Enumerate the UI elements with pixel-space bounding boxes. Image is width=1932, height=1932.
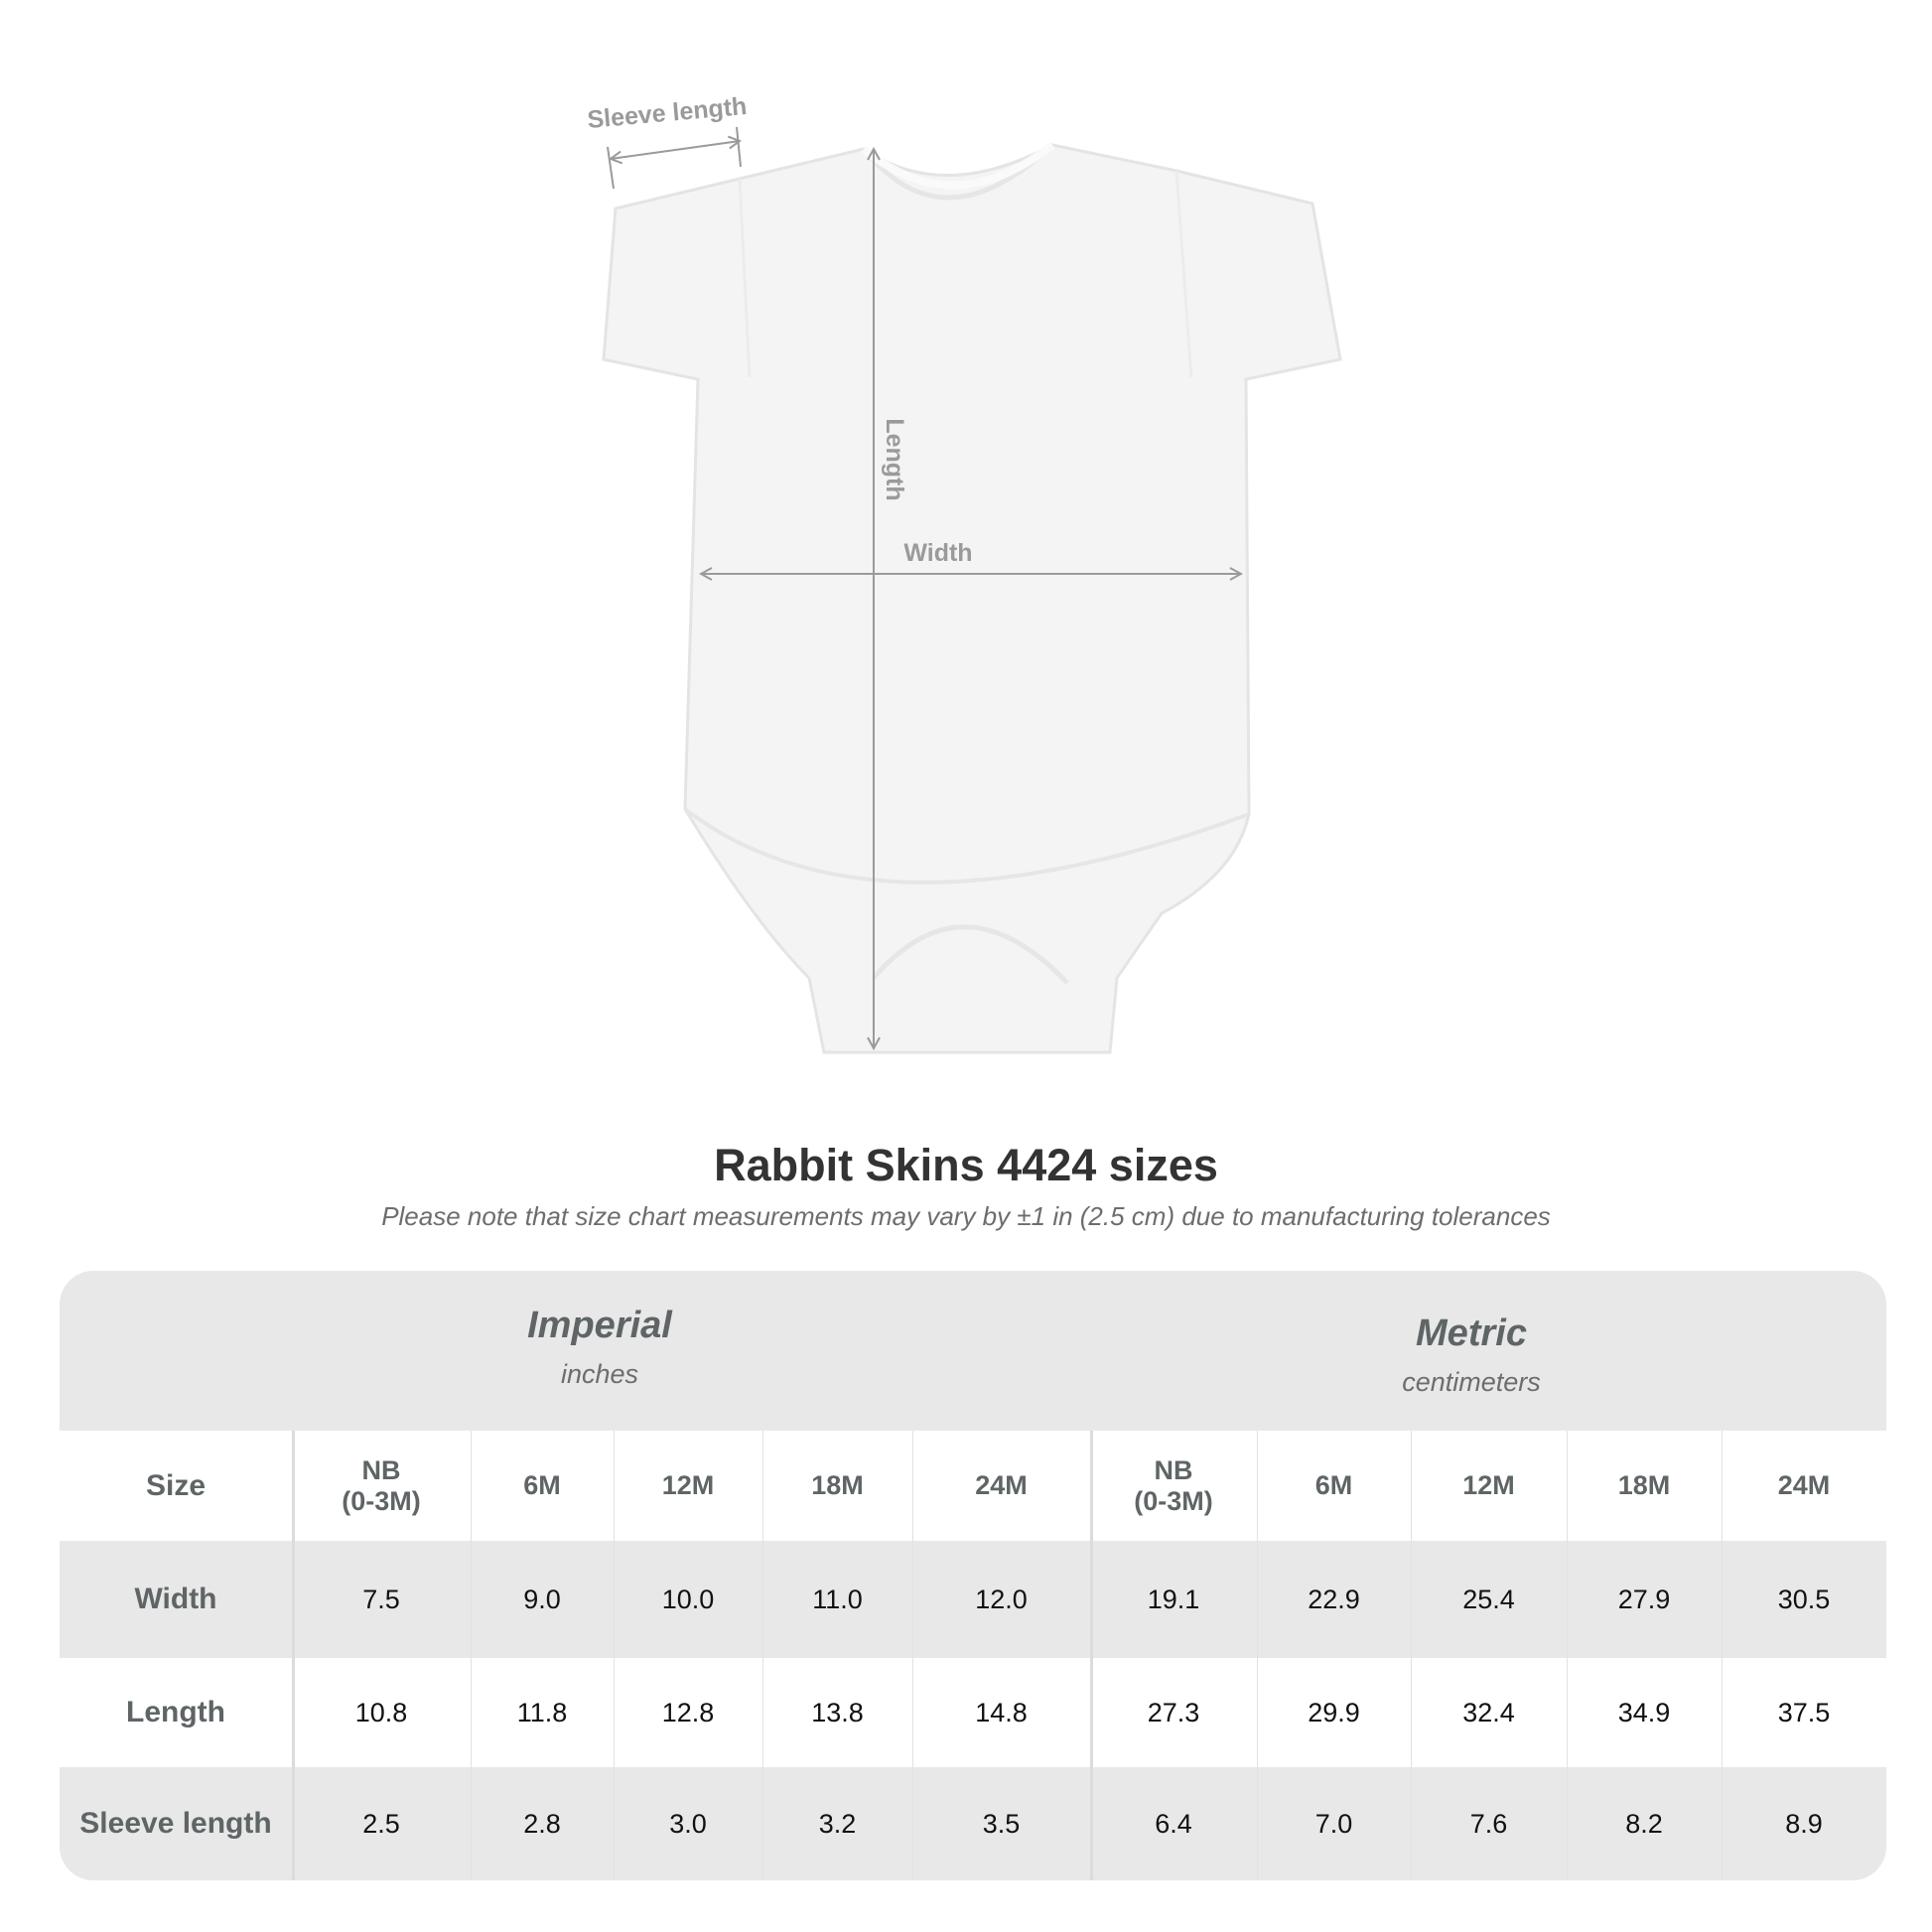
table-cell: 7.0 [1314, 1808, 1353, 1839]
column-divider [1090, 1431, 1093, 1880]
size-column-header: 6M [523, 1470, 561, 1500]
metric-header: Metric centimeters [1223, 1312, 1720, 1398]
table-cell: 10.8 [354, 1697, 408, 1727]
length-label: Length [881, 418, 908, 500]
table-cell: 8.2 [1625, 1808, 1663, 1839]
metric-title: Metric [1416, 1312, 1527, 1354]
page-title: Rabbit Skins 4424 sizes [714, 1140, 1218, 1190]
table-cell: 10.0 [661, 1584, 715, 1614]
table-cell: 19.1 [1147, 1584, 1200, 1614]
table-cell: 30.5 [1777, 1584, 1831, 1614]
table-cell: 29.9 [1308, 1697, 1360, 1727]
table-cell: 3.5 [982, 1808, 1021, 1839]
table-cell: 32.4 [1462, 1697, 1515, 1727]
table-cell: 2.5 [362, 1808, 400, 1839]
imperial-header: Imperial inches [351, 1305, 848, 1390]
table-cell: 9.0 [523, 1584, 561, 1614]
table-cell: 11.8 [516, 1697, 568, 1727]
row-band [60, 1541, 1886, 1658]
table-cell: 7.5 [362, 1584, 400, 1614]
table-cell: 25.4 [1462, 1584, 1515, 1614]
column-divider [762, 1431, 763, 1880]
size-column-header: 12M [661, 1470, 715, 1500]
size-column-header: NB (0-3M) [342, 1454, 421, 1516]
table-cell: 7.6 [1469, 1808, 1508, 1839]
column-divider [1567, 1431, 1568, 1880]
size-header: Size [145, 1468, 207, 1502]
column-divider [912, 1431, 913, 1880]
size-column-header: 24M [1777, 1470, 1831, 1500]
table-cell: 2.8 [523, 1808, 561, 1839]
table-cell: 12.0 [975, 1584, 1028, 1614]
table-cell: 6.4 [1155, 1808, 1192, 1839]
size-column-header: NB (0-3M) [1134, 1454, 1213, 1516]
table-cell: 34.9 [1617, 1697, 1671, 1727]
imperial-title: Imperial [527, 1305, 672, 1346]
size-column-header: 12M [1462, 1470, 1515, 1500]
row-band [60, 1767, 1886, 1880]
table-cell: 14.8 [975, 1697, 1028, 1727]
size-column-header: 24M [975, 1470, 1028, 1500]
width-label: Width [903, 539, 972, 567]
header-band [60, 1271, 1886, 1431]
row-label: Sleeve length [79, 1807, 272, 1840]
size-column-header: 18M [1617, 1470, 1671, 1500]
sleeve-length-label: Sleeve length [586, 92, 748, 134]
table-cell: 8.9 [1785, 1808, 1823, 1839]
size-column-header: 18M [811, 1470, 864, 1500]
metric-unit: centimeters [1402, 1367, 1541, 1397]
tolerance-note: Please note that size chart measurements… [381, 1201, 1551, 1231]
row-label: Length [126, 1696, 225, 1728]
onesie-diagram: Sleeve length Length Width [586, 92, 1342, 1054]
size-column-header: 6M [1314, 1470, 1353, 1500]
sleeve-arrow [611, 141, 740, 159]
column-divider [614, 1431, 615, 1880]
table-cell: 22.9 [1308, 1584, 1360, 1614]
table-cell: 11.0 [812, 1584, 863, 1614]
size-table: Imperial inches Metric centimeters Size N… [60, 1271, 1886, 1880]
column-divider [1257, 1431, 1258, 1880]
column-divider [1722, 1431, 1723, 1880]
table-cell: 27.9 [1617, 1584, 1671, 1614]
onesie-illustration [602, 141, 1342, 1054]
column-divider [1411, 1431, 1412, 1880]
imperial-unit: inches [560, 1359, 639, 1389]
column-divider [292, 1431, 295, 1880]
table-cell: 12.8 [661, 1697, 715, 1727]
column-divider [471, 1431, 472, 1880]
table-cell: 37.5 [1777, 1697, 1831, 1727]
row-label: Width [134, 1583, 217, 1615]
table-cell: 3.0 [669, 1808, 707, 1839]
table-cell: 3.2 [818, 1808, 857, 1839]
table-cell: 27.3 [1147, 1697, 1200, 1727]
table-cell: 13.8 [811, 1697, 864, 1727]
